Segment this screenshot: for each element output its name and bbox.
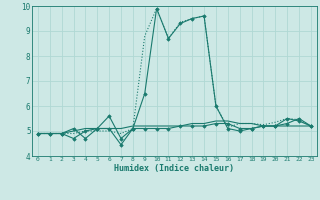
X-axis label: Humidex (Indice chaleur): Humidex (Indice chaleur) <box>115 164 234 173</box>
